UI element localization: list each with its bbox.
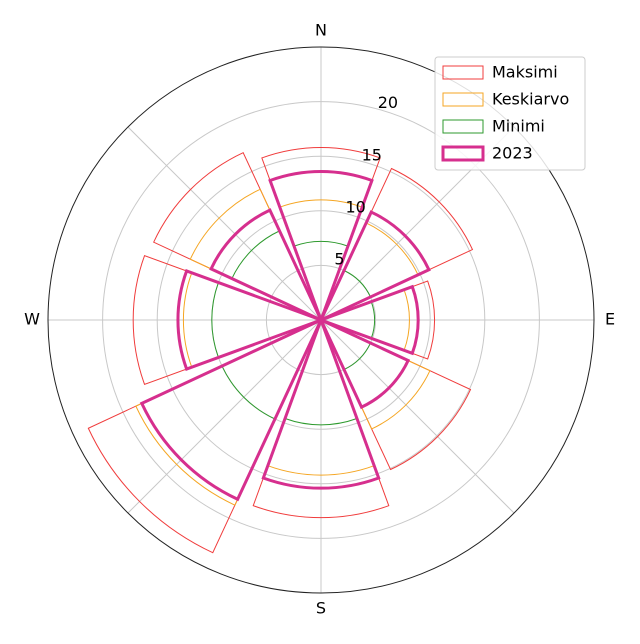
legend-label: Maksimi xyxy=(492,63,558,82)
bar xyxy=(261,146,381,322)
bar xyxy=(319,280,435,360)
bar xyxy=(252,318,390,519)
bar xyxy=(267,318,375,476)
r-tick-label: 10 xyxy=(345,198,365,217)
bar xyxy=(189,188,323,322)
bar xyxy=(319,318,472,471)
legend: Maksimi Keskiarvo Minimi 2023 xyxy=(434,56,586,171)
bar xyxy=(316,284,420,356)
legend-swatch xyxy=(442,65,484,80)
legend-label: Keskiarvo xyxy=(492,90,569,109)
r-tick-label: 15 xyxy=(362,145,382,164)
bar xyxy=(319,318,431,430)
direction-label: N xyxy=(315,21,327,40)
direction-label: W xyxy=(24,310,40,329)
bar xyxy=(139,316,325,502)
legend-label: Minimi xyxy=(492,117,545,136)
legend-label: 2023 xyxy=(492,144,533,163)
bar xyxy=(209,208,325,324)
bar xyxy=(153,152,323,322)
bar xyxy=(87,318,323,554)
legend-swatch xyxy=(442,92,484,107)
bar xyxy=(182,272,323,368)
bar xyxy=(268,170,374,325)
bar xyxy=(317,316,411,410)
grid-spoke xyxy=(320,319,515,514)
bar xyxy=(319,167,474,322)
bar xyxy=(261,315,381,490)
bar xyxy=(176,269,326,371)
grid-spoke xyxy=(127,319,322,514)
bar xyxy=(132,254,323,386)
grid-spoke xyxy=(127,126,322,321)
r-tick-label: 5 xyxy=(334,250,344,269)
bar xyxy=(279,199,363,322)
legend-frame xyxy=(434,56,586,171)
direction-label: S xyxy=(316,599,326,618)
bar xyxy=(135,318,323,506)
outer-circle xyxy=(47,46,595,594)
r-tick-label: 20 xyxy=(378,93,398,112)
legend-swatch xyxy=(441,145,485,162)
bar xyxy=(317,210,431,324)
direction-label: E xyxy=(605,310,615,329)
legend-swatch xyxy=(442,119,484,134)
